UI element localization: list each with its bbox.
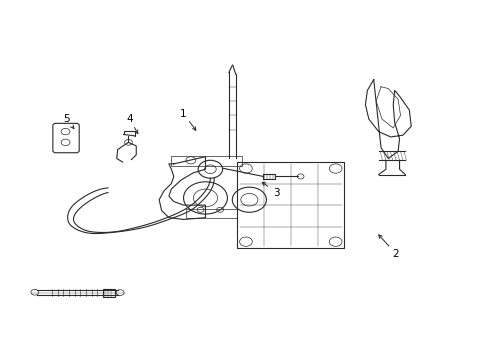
Text: 1: 1 [180, 109, 186, 119]
Bar [171, 156, 242, 166]
Text: 2: 2 [391, 248, 398, 258]
Bar [103, 289, 115, 297]
Text: 5: 5 [63, 114, 70, 124]
Bar [185, 209, 237, 218]
Bar [263, 174, 275, 179]
Text: 4: 4 [126, 114, 133, 124]
Bar [237, 162, 344, 248]
Text: 3: 3 [272, 188, 279, 198]
